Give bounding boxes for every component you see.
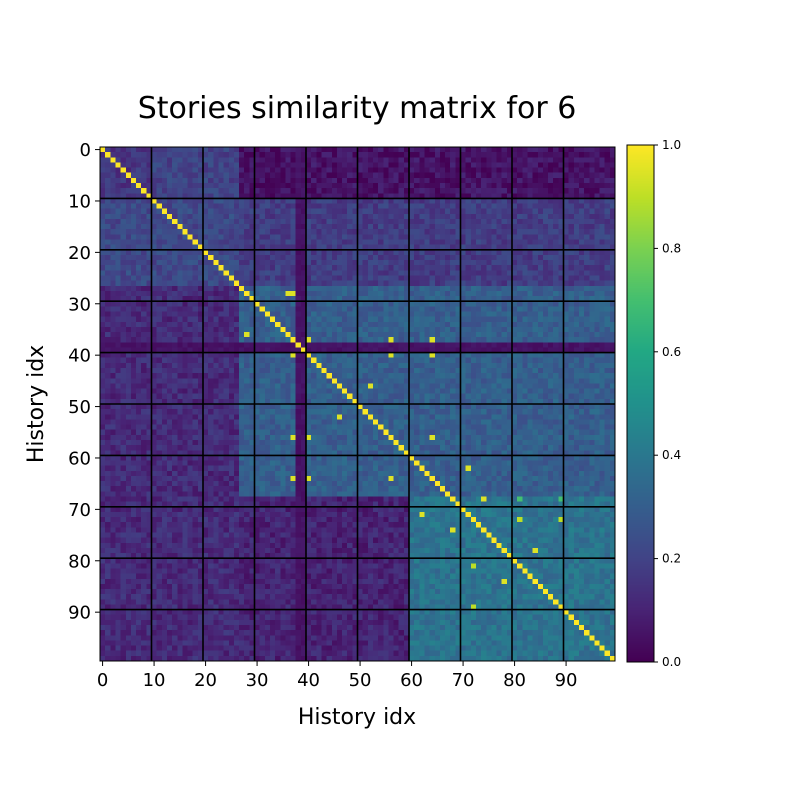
y-tick-label: 10 bbox=[68, 191, 91, 212]
x-axis-label: History idx bbox=[298, 705, 416, 730]
y-tick-label: 40 bbox=[68, 346, 91, 367]
x-tick-label: 60 bbox=[400, 670, 423, 691]
heatmap-frame bbox=[99, 146, 616, 662]
y-tick-label: 60 bbox=[68, 448, 91, 469]
y-axis-ticks: 0 10 20 30 40 50 60 70 80 90 bbox=[68, 140, 100, 624]
colorbar-gradient bbox=[627, 145, 654, 662]
y-tick-label: 70 bbox=[68, 500, 91, 521]
x-tick-label: 20 bbox=[194, 670, 217, 691]
x-tick-label: 0 bbox=[97, 670, 108, 691]
x-tick-label: 40 bbox=[297, 670, 320, 691]
colorbar-tick-label: 0.0 bbox=[662, 655, 681, 669]
colorbar-tick-label: 0.4 bbox=[662, 448, 681, 462]
x-tick-label: 80 bbox=[503, 670, 526, 691]
colorbar-ticks: 0.0 0.2 0.4 0.6 0.8 1.0 bbox=[654, 138, 681, 669]
colorbar-tick-label: 0.2 bbox=[662, 552, 681, 566]
x-tick-label: 90 bbox=[555, 670, 578, 691]
y-axis-label: History idx bbox=[24, 345, 49, 463]
colorbar-tick-label: 0.6 bbox=[662, 345, 681, 359]
y-tick-label: 0 bbox=[80, 140, 91, 161]
y-tick-label: 80 bbox=[68, 551, 91, 572]
colorbar-frame bbox=[626, 144, 655, 663]
x-tick-label: 70 bbox=[452, 670, 475, 691]
y-tick-label: 30 bbox=[68, 294, 91, 315]
y-tick-label: 50 bbox=[68, 397, 91, 418]
colorbar-tick-label: 1.0 bbox=[662, 138, 681, 152]
colorbar-tick-label: 0.8 bbox=[662, 241, 681, 255]
y-tick-label: 90 bbox=[68, 603, 91, 624]
x-tick-label: 30 bbox=[246, 670, 269, 691]
x-tick-label: 50 bbox=[349, 670, 372, 691]
chart-title: Stories similarity matrix for 6 bbox=[138, 91, 577, 126]
x-axis-ticks: 0 10 20 30 40 50 60 70 80 90 bbox=[97, 661, 578, 691]
x-tick-label: 10 bbox=[143, 670, 166, 691]
y-tick-label: 20 bbox=[68, 243, 91, 264]
grid-lines bbox=[100, 147, 615, 661]
